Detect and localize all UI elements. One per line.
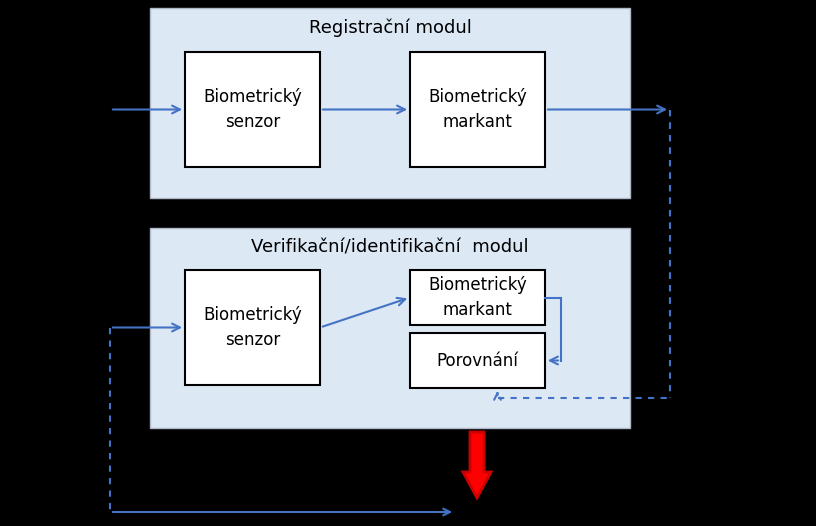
- FancyBboxPatch shape: [150, 8, 630, 198]
- FancyBboxPatch shape: [185, 52, 320, 167]
- Text: Biometrický
markant: Biometrický markant: [428, 276, 527, 319]
- Polygon shape: [463, 432, 491, 498]
- Text: Registrační modul: Registrační modul: [308, 19, 472, 37]
- FancyBboxPatch shape: [185, 270, 320, 385]
- Text: Biometrický
senzor: Biometrický senzor: [203, 306, 302, 349]
- FancyBboxPatch shape: [410, 270, 545, 325]
- FancyBboxPatch shape: [410, 52, 545, 167]
- Text: Biometrický
markant: Biometrický markant: [428, 88, 527, 131]
- Text: Porovnání: Porovnání: [437, 351, 518, 369]
- Text: Verifikační/identifikační  modul: Verifikační/identifikační modul: [251, 239, 529, 257]
- FancyBboxPatch shape: [150, 228, 630, 428]
- FancyBboxPatch shape: [410, 333, 545, 388]
- Text: Biometrický
senzor: Biometrický senzor: [203, 88, 302, 131]
